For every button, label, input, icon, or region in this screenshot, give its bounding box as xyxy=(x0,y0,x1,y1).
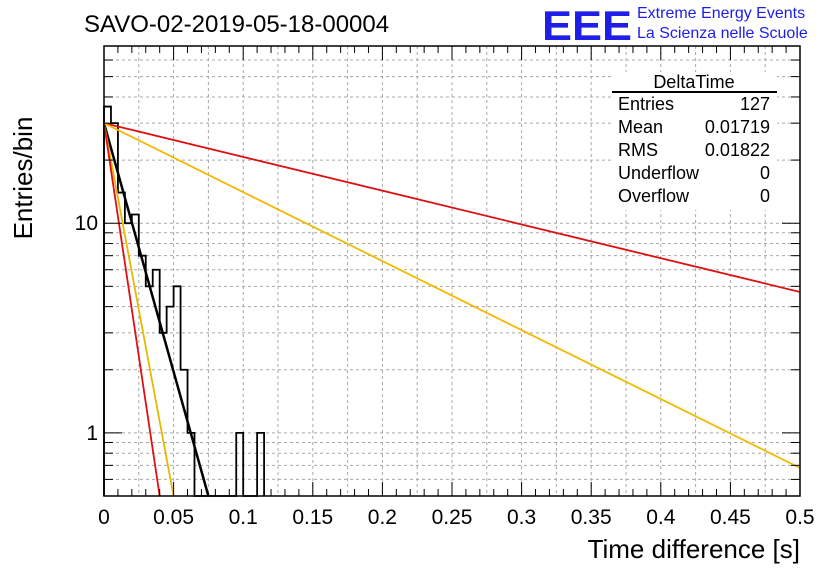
stats-box: DeltaTime Entries 127 Mean 0.01719 RMS 0… xyxy=(612,72,777,210)
stats-value-entries: 127 xyxy=(740,94,770,114)
x-axis-label: Time difference [s] xyxy=(588,534,800,564)
fit-line xyxy=(103,122,801,469)
x-tick-label: 0.2 xyxy=(368,506,397,529)
histogram-outline xyxy=(103,105,265,497)
eee-logo-mark: EEE xyxy=(542,2,632,49)
x-tick-label: 0 xyxy=(98,506,110,529)
stats-value-mean: 0.01719 xyxy=(705,117,770,137)
x-tick-label: 0.05 xyxy=(153,506,194,529)
stats-value-overflow: 0 xyxy=(760,186,770,206)
stats-label-overflow: Overflow xyxy=(618,186,690,206)
stats-label-underflow: Underflow xyxy=(618,163,700,183)
y-tick-label: 1 xyxy=(86,422,98,445)
stats-value-rms: 0.01822 xyxy=(705,140,770,160)
x-tick-label: 0.5 xyxy=(785,506,814,529)
stats-label-entries: Entries xyxy=(618,94,674,114)
fit-line xyxy=(103,122,801,293)
x-tick-label: 0.15 xyxy=(292,506,333,529)
x-tick-label: 0.45 xyxy=(710,506,751,529)
fit-line xyxy=(102,122,210,497)
chart-title: SAVO-02-2019-05-18-00004 xyxy=(84,11,389,38)
stats-value-underflow: 0 xyxy=(760,163,770,183)
x-tick-labels: 0 0.05 0.1 0.15 0.2 0.25 0.3 0.35 0.4 0.45 0.5 xyxy=(98,506,814,529)
stats-title: DeltaTime xyxy=(653,72,734,92)
x-tick-label: 0.3 xyxy=(507,506,536,529)
fit-lines xyxy=(102,122,801,497)
histogram-bin xyxy=(160,333,167,496)
histogram-bin xyxy=(146,286,153,496)
x-tick-label: 0.35 xyxy=(571,506,612,529)
fit-line xyxy=(103,122,175,497)
stats-label-rms: RMS xyxy=(618,140,658,160)
eee-logo-line1: Extreme Energy Events xyxy=(637,5,805,22)
x-tick-label: 0.25 xyxy=(432,506,473,529)
y-tick-labels: 1 10 xyxy=(75,212,98,445)
histogram-bins xyxy=(103,105,265,497)
x-tick-label: 0.1 xyxy=(229,506,258,529)
eee-logo-line2: La Scienza nelle Scuole xyxy=(637,25,808,42)
eee-logo: EEE Extreme Energy Events La Scienza nel… xyxy=(542,2,808,49)
axis-ticks xyxy=(103,45,801,497)
x-tick-label: 0.4 xyxy=(646,506,676,529)
grid xyxy=(103,45,801,497)
stats-label-mean: Mean xyxy=(618,117,663,137)
stats-box-background xyxy=(612,72,777,210)
y-tick-label: 10 xyxy=(75,212,98,235)
fit-line xyxy=(103,123,161,497)
y-axis-label: Entries/bin xyxy=(8,117,38,240)
